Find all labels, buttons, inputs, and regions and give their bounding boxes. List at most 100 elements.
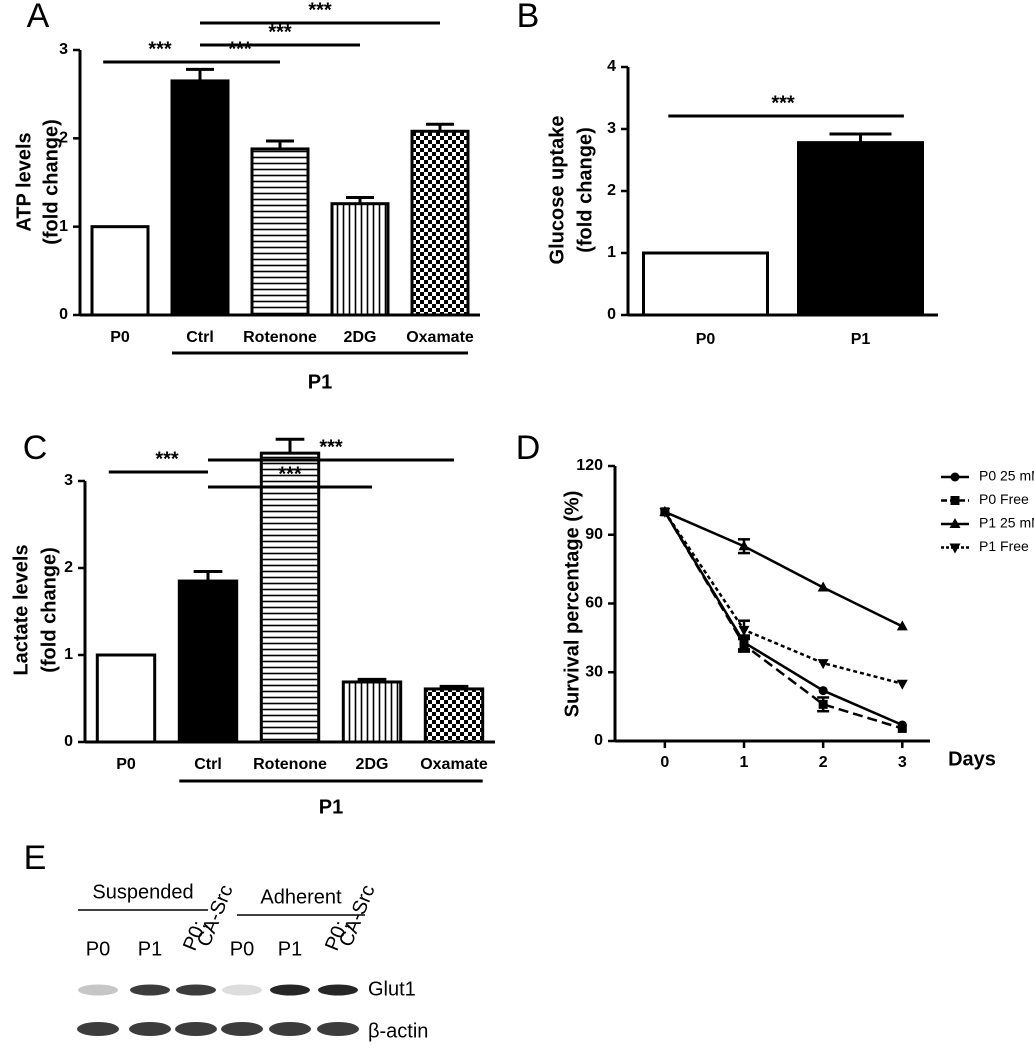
band xyxy=(176,984,216,996)
x-tick-label: 2 xyxy=(819,754,828,771)
y-tick-label: 4 xyxy=(607,58,616,75)
band xyxy=(130,984,170,996)
y-tick-label: 1 xyxy=(59,218,68,235)
band xyxy=(175,1022,217,1036)
group-label: Adherent xyxy=(260,886,342,908)
marker xyxy=(738,540,750,551)
significance-label: *** xyxy=(319,436,343,458)
x-tick-label: 2DG xyxy=(344,329,377,346)
row-label: β-actin xyxy=(368,1020,428,1042)
y-axis-title: Lactate levels xyxy=(10,544,32,675)
band xyxy=(317,1022,359,1036)
legend-label: P1 Free xyxy=(979,538,1029,554)
significance-label: *** xyxy=(148,38,172,60)
y-tick-label: 0 xyxy=(64,733,73,750)
group-label: P1 xyxy=(308,371,332,393)
series-line xyxy=(663,511,903,730)
bar xyxy=(90,225,150,317)
band xyxy=(78,984,118,996)
y-axis-title: (fold change) xyxy=(574,127,596,253)
y-tick-label: 2 xyxy=(64,559,73,576)
bar xyxy=(797,141,924,317)
band xyxy=(270,984,310,996)
legend-marker xyxy=(949,518,961,528)
series-line xyxy=(663,511,903,727)
y-axis-title: Glucose uptake xyxy=(546,116,568,265)
y-axis-title: ATP levels xyxy=(13,132,35,231)
x-tick-label: Ctrl xyxy=(186,329,214,346)
panel-letter: B xyxy=(517,0,540,35)
y-tick-label: 3 xyxy=(607,120,616,137)
x-tick-label: 1 xyxy=(740,754,749,771)
lane-label: P0 xyxy=(86,938,110,960)
band xyxy=(222,984,262,996)
y-tick-label: 90 xyxy=(585,526,603,543)
x-tick-label: P0 xyxy=(696,331,716,348)
group-label: P1 xyxy=(319,796,343,818)
marker xyxy=(897,723,907,733)
bar xyxy=(95,653,157,744)
x-tick-label: P1 xyxy=(851,331,871,348)
series-line xyxy=(664,510,903,628)
bar xyxy=(410,129,470,317)
bar xyxy=(642,251,769,317)
significance-label: *** xyxy=(228,38,252,60)
row-label: Glut1 xyxy=(368,978,416,1000)
marker xyxy=(817,659,829,670)
x-tick-label: Ctrl xyxy=(194,756,222,773)
lane-label: P1 xyxy=(278,938,302,960)
x-tick-label: Oxamate xyxy=(420,756,488,773)
band xyxy=(269,1022,311,1036)
x-tick-label: Rotenone xyxy=(253,756,327,773)
marker xyxy=(818,699,828,709)
bar xyxy=(250,147,310,317)
x-tick-label: 3 xyxy=(898,754,907,771)
bar xyxy=(330,202,390,317)
significance-label: *** xyxy=(771,92,795,114)
group-label: Suspended xyxy=(92,881,193,903)
series-line xyxy=(663,511,903,685)
bar xyxy=(170,79,230,317)
y-tick-label: 0 xyxy=(607,306,616,323)
marker xyxy=(896,679,908,690)
panel-letter: E xyxy=(24,839,47,877)
legend-label: P1 25 mM xyxy=(979,515,1034,531)
y-tick-label: 60 xyxy=(585,595,603,612)
x-tick-label: P0 xyxy=(110,329,130,346)
band xyxy=(77,1022,119,1036)
y-tick-label: 2 xyxy=(607,182,616,199)
bar xyxy=(341,680,403,744)
bar xyxy=(423,687,485,744)
y-axis-title: (fold change) xyxy=(38,547,60,673)
bar xyxy=(177,579,239,744)
x-tick-label: Oxamate xyxy=(406,329,474,346)
legend-marker xyxy=(950,496,960,505)
y-tick-label: 2 xyxy=(59,130,68,147)
y-tick-label: 0 xyxy=(59,306,68,323)
y-tick-label: 1 xyxy=(64,646,73,663)
lane-label: P0 xyxy=(230,938,254,960)
significance-label: *** xyxy=(268,21,292,43)
y-tick-label: 3 xyxy=(59,41,68,58)
band xyxy=(129,1022,171,1036)
y-tick-label: 30 xyxy=(585,663,603,680)
y-tick-label: 0 xyxy=(594,732,603,749)
band xyxy=(318,984,358,996)
y-tick-label: 120 xyxy=(576,457,603,474)
legend-label: P0 Free xyxy=(979,491,1029,507)
marker xyxy=(738,625,750,636)
significance-label: *** xyxy=(308,0,332,21)
y-axis-title: (fold change) xyxy=(40,119,62,245)
legend-label: P0 25 mM xyxy=(979,468,1034,484)
significance-label: *** xyxy=(278,463,302,485)
legend-marker xyxy=(949,543,961,554)
marker xyxy=(818,686,828,696)
marker xyxy=(659,507,671,518)
x-tick-label: 2DG xyxy=(356,756,389,773)
band xyxy=(221,1022,263,1036)
significance-label: *** xyxy=(155,448,179,470)
marker xyxy=(896,620,908,631)
marker xyxy=(739,640,749,650)
panel-letter: A xyxy=(27,0,50,35)
x-tick-label: 0 xyxy=(660,754,669,771)
